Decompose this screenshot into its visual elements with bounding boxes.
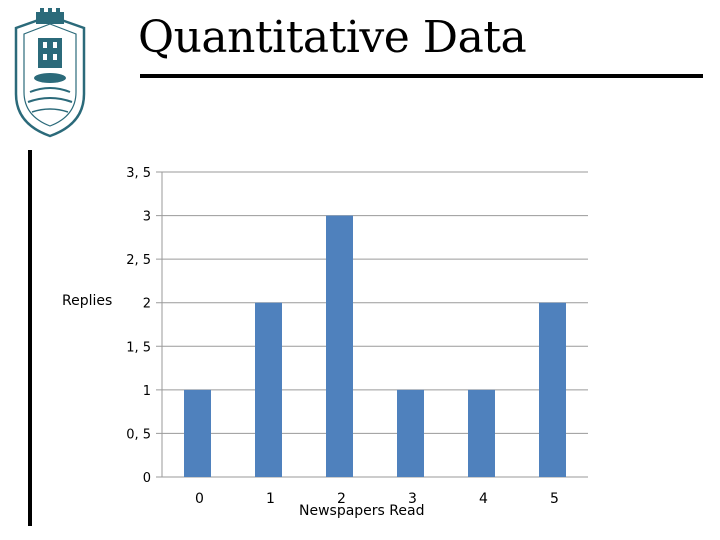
x-tick-label: 3 <box>408 491 417 507</box>
y-axis-label: Replies <box>62 293 113 309</box>
y-tick-label: 1 <box>143 384 151 399</box>
slide-title: Quantitative Data <box>138 12 527 63</box>
bar <box>326 215 353 478</box>
x-tick-label: 2 <box>337 491 346 507</box>
x-tick-label: 0 <box>195 491 204 507</box>
bar <box>255 302 282 477</box>
bar <box>539 302 566 477</box>
y-tick-label: 0 <box>143 471 151 486</box>
x-tick-label: 5 <box>550 491 559 507</box>
left-divider <box>28 150 32 526</box>
bar <box>184 389 211 477</box>
y-tick-label: 1, 5 <box>126 340 151 355</box>
bar <box>468 389 495 477</box>
x-axis-label: Newspapers Read <box>299 503 425 519</box>
bar <box>397 389 424 477</box>
x-tick-label: 4 <box>479 491 488 507</box>
y-tick-label: 3, 5 <box>126 166 151 181</box>
y-tick-label: 0, 5 <box>126 427 151 442</box>
y-tick-label: 2 <box>143 297 151 312</box>
y-tick-label: 2, 5 <box>126 253 151 268</box>
x-tick-label: 1 <box>266 491 275 507</box>
title-underline <box>140 74 703 78</box>
y-tick-label: 3 <box>143 210 151 225</box>
university-emblem-icon <box>10 8 90 140</box>
